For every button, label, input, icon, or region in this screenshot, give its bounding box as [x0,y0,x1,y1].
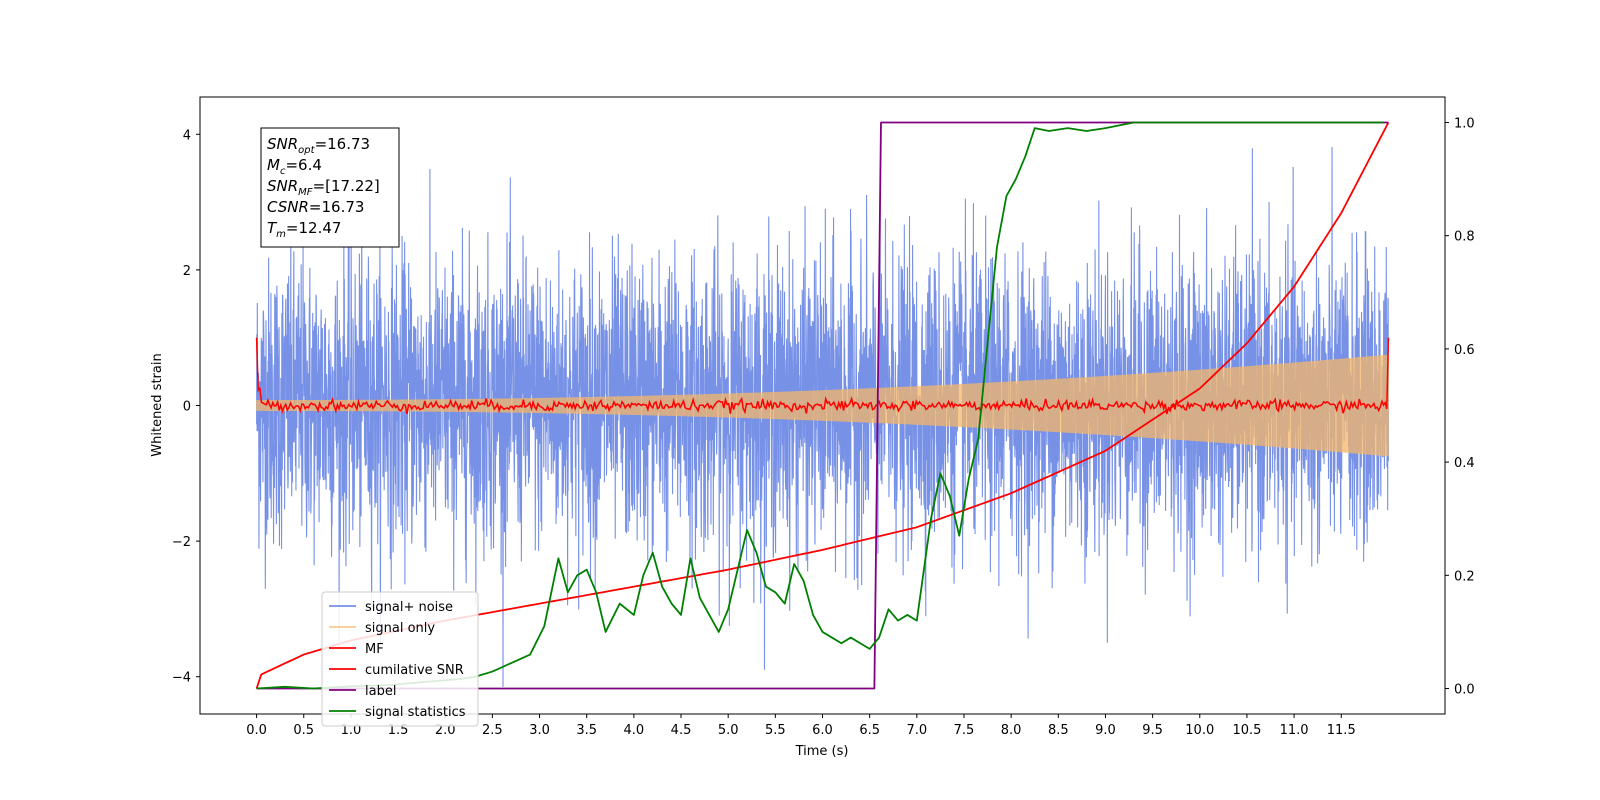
x-axis: 0.0 0.5 1.0 1.5 2.0 2.5 3.0 3.5 4.0 4.5 5.0 5.5 6.0 6… [246,714,1356,738]
info-box: SNRopt=16.73Mc=6.4SNRMF=[17.22]CSNR=16.7… [260,127,400,248]
x-tick-label: 9.5 [1142,723,1163,738]
x-tick-label: 9.0 [1095,723,1116,738]
legend-label-cumilative-snr: cumilative SNR [365,663,464,678]
x-tick-label: 3.5 [576,723,597,738]
info-box-line: SNRMF=[17.22] [267,177,380,198]
x-tick-label: 8.5 [1048,723,1069,738]
x-tick-label: 0.0 [246,723,267,738]
x-tick-label: 5.0 [718,723,739,738]
y-tick-label: −2 [172,535,191,550]
legend-label-signal-only: signal only [365,621,435,636]
legend-frame [321,591,479,727]
legend: signal+ noise signal only MF cumilative SNR… [321,591,479,727]
info-box-line: Tm=12.47 [267,219,341,240]
legend-label-mf: MF [365,642,384,657]
y2-tick-label: 0.0 [1454,683,1475,698]
y-tick-label: −4 [172,671,191,686]
x-tick-label: 10.0 [1185,723,1214,738]
y2-tick-label: 1.0 [1454,116,1475,131]
legend-label-label: label [365,684,396,699]
series-signal-statistics-line [256,121,1384,690]
y2-tick-label: 0.8 [1454,230,1475,245]
y-axis-left: −4 −2 0 2 4 [172,128,200,686]
x-tick-label: 11.5 [1327,723,1356,738]
y-axis-label: Whitened strain [150,353,165,456]
x-tick-label: 5.5 [765,723,786,738]
x-tick-label: 1.0 [341,723,362,738]
y2-tick-label: 0.6 [1454,343,1475,358]
series-signal-noise-line [256,146,1389,687]
info-box-frame [260,127,400,248]
info-box-line: CSNR=16.73 [267,198,364,216]
x-tick-label: 4.0 [624,723,645,738]
y2-tick-label: 0.4 [1454,456,1475,471]
x-tick-label: 7.5 [954,723,975,738]
legend-label-signal-noise: signal+ noise [365,600,453,615]
info-box-line: SNRopt=16.73 [267,135,370,156]
y2-tick-label: 0.2 [1454,569,1475,584]
y-tick-label: 0 [183,400,191,415]
x-tick-label: 3.0 [529,723,550,738]
x-tick-label: 7.0 [906,723,927,738]
x-tick-label: 6.5 [859,723,880,738]
x-tick-label: 0.5 [293,723,314,738]
x-tick-label: 10.5 [1232,723,1261,738]
x-tick-label: 8.0 [1001,723,1022,738]
x-tick-label: 4.5 [671,723,692,738]
y-tick-label: 4 [183,128,191,143]
series-mf-line [255,337,1390,415]
y-tick-label: 2 [183,264,191,279]
legend-label-signal-statistics: signal statistics [365,705,466,720]
y-axis-right: 0.0 0.2 0.4 0.6 0.8 1.0 [1445,116,1475,698]
x-tick-label: 11.0 [1280,723,1309,738]
x-axis-label: Time (s) [795,744,849,759]
x-tick-label: 1.5 [388,723,409,738]
x-tick-label: 2.0 [435,723,456,738]
x-tick-label: 6.0 [812,723,833,738]
x-tick-label: 2.5 [482,723,503,738]
info-box-line: Mc=6.4 [267,156,322,177]
